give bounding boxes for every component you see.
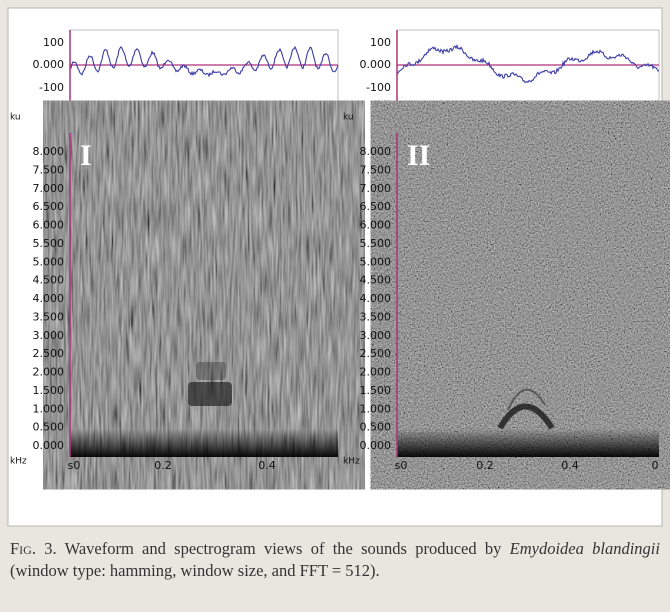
spec-y-tick-label: 0.000: [33, 439, 65, 452]
panel-label: I: [80, 139, 92, 172]
call-trace: [196, 362, 226, 380]
spec-y-tick-label: 7.000: [360, 182, 392, 195]
wave-y-tick-label: -100: [366, 81, 391, 94]
wave-unit: ku: [10, 113, 21, 123]
wave-unit: ku: [343, 113, 354, 123]
spec-y-tick-label: 1.000: [360, 402, 392, 415]
waveform-area: [69, 29, 339, 113]
spec-y-tick-label: 3.500: [33, 310, 65, 323]
spectrogram: [70, 133, 338, 457]
spec-y-tick-label: 4.000: [33, 292, 65, 305]
wave-x-tick-label: 0.2: [154, 119, 172, 132]
waveform: [69, 45, 339, 78]
spec-y-tick-label: 0.500: [360, 421, 392, 434]
spec-y-tick-label: 5.500: [360, 237, 392, 250]
spec-x-tick-label: 0: [652, 459, 659, 472]
spectrogram-floor: [70, 429, 338, 457]
spectrogram-floor: [397, 429, 659, 457]
wave-y-tick-label: 0.000: [360, 58, 392, 71]
figure-number: Fig. 3.: [10, 539, 57, 558]
spectrogram: [397, 133, 659, 457]
spec-y-tick-label: 6.500: [360, 200, 392, 213]
wave-y-tick-label: 100: [370, 36, 391, 49]
panel-label: II: [407, 139, 430, 172]
spec-y-tick-label: 7.500: [360, 163, 392, 176]
spec-y-tick-label: 3.000: [33, 329, 65, 342]
waveform-area: [396, 29, 660, 113]
spec-y-tick-label: 2.000: [360, 366, 392, 379]
caption-text: Waveform and spectrogram views of the so…: [56, 539, 510, 558]
wave-x-tick-label: 0: [652, 119, 659, 132]
spec-y-tick-label: 7.000: [33, 182, 65, 195]
wave-y-tick-label: 0.000: [33, 58, 65, 71]
call-trace: [507, 388, 546, 411]
spec-y-tick-label: 3.500: [360, 310, 392, 323]
spec-y-tick-label: 0.000: [360, 439, 392, 452]
call-trace: [497, 403, 555, 430]
spec-y-tick-label: 7.500: [33, 163, 65, 176]
spec-unit: kHz: [10, 457, 27, 467]
spec-y-tick-label: 4.000: [360, 292, 392, 305]
spec-y-tick-label: 2.500: [360, 347, 392, 360]
spec-y-tick-label: 1.000: [33, 402, 65, 415]
wave-x-tick-label: 0.2: [476, 119, 494, 132]
spec-y-tick-label: 1.500: [33, 384, 65, 397]
spec-y-tick-label: 6.000: [360, 219, 392, 232]
spec-unit: kHz: [343, 457, 360, 467]
spec-y-tick-label: 5.500: [33, 237, 65, 250]
wave-x-tick-label: s0: [68, 119, 81, 132]
wave-y-tick-label: -100: [39, 81, 64, 94]
call-trace: [188, 382, 232, 406]
spec-y-tick-label: 6.000: [33, 219, 65, 232]
caption: Fig. 3. Waveform and spectrogram views o…: [10, 538, 660, 582]
wave-y-tick-label: 100: [43, 36, 64, 49]
spec-y-tick-label: 2.000: [33, 366, 65, 379]
species-name: Emydoidea blandingii: [509, 539, 660, 558]
spec-x-tick-label: s0: [68, 459, 81, 472]
spec-y-tick-label: 3.000: [360, 329, 392, 342]
spec-y-tick-label: 2.500: [33, 347, 65, 360]
spec-y-tick-label: 0.500: [33, 421, 65, 434]
spec-y-tick-label: 4.500: [33, 274, 65, 287]
waveform: [396, 43, 659, 83]
wave-x-tick-label: s0: [395, 119, 408, 132]
spec-y-tick-label: 1.500: [360, 384, 392, 397]
spec-y-tick-label: 5.000: [33, 255, 65, 268]
spec-y-tick-label: 8.000: [360, 145, 392, 158]
spec-x-tick-label: 0.4: [258, 459, 276, 472]
wave-x-tick-label: 0.4: [561, 119, 579, 132]
spec-x-tick-label: 0.2: [476, 459, 494, 472]
spec-y-tick-label: 6.500: [33, 200, 65, 213]
spec-y-tick-label: 8.000: [33, 145, 65, 158]
spec-y-tick-label: 4.500: [360, 274, 392, 287]
spec-x-tick-label: 0.4: [561, 459, 579, 472]
figure: 100 0.000 -100 ku s0 0.2 0.4 8.000 7.500 7.000 6.5…: [7, 7, 663, 527]
spec-y-tick-label: 5.000: [360, 255, 392, 268]
caption-text: (window type: hamming, window size, and …: [10, 561, 380, 580]
wave-x-tick-label: 0.4: [258, 119, 276, 132]
spec-x-tick-label: 0.2: [154, 459, 172, 472]
spec-x-tick-label: s0: [395, 459, 408, 472]
